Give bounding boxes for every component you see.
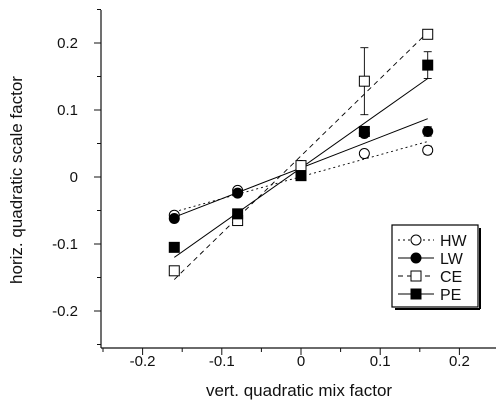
x-tick-label: 0.1 [370, 353, 391, 370]
x-axis-ticks: -0.2 -0.1 0 0.1 0.2 [102, 348, 470, 370]
x-tick-label: 0 [297, 353, 305, 370]
lw-point [422, 125, 434, 137]
ce-point [168, 265, 180, 277]
hw-point [358, 148, 370, 160]
x-tick-label: -0.1 [209, 353, 235, 370]
x-axis-title: vert. quadratic mix factor [206, 381, 392, 400]
ce-point [295, 160, 307, 172]
ce-fit-line [173, 31, 429, 280]
y-tick-label: 0 [70, 169, 78, 186]
pe-point [358, 125, 370, 137]
y-tick-label: -0.2 [52, 303, 78, 320]
legend-label-ce: CE [440, 269, 462, 286]
ce-point [358, 75, 370, 87]
legend-box [391, 224, 479, 308]
lw-point [232, 187, 244, 199]
legend-marker-pe [410, 288, 422, 300]
legend-marker-ce [410, 270, 422, 282]
y-axis-title: horiz. quadratic scale factor [7, 76, 26, 284]
legend-label-lw: LW [440, 251, 464, 268]
lw-point [168, 213, 180, 225]
y-tick-label: -0.1 [52, 236, 78, 253]
pe-point [422, 59, 434, 71]
x-tick-label: 0.2 [449, 353, 470, 370]
legend-label-pe: PE [440, 287, 461, 304]
y-tick-label: 0.2 [57, 35, 78, 52]
y-tick-label: 0.1 [57, 102, 78, 119]
legend-marker-hw [410, 234, 422, 246]
plot-frame [100, 10, 496, 349]
legend-label-hw: HW [440, 233, 468, 250]
pe-point [295, 170, 307, 182]
legend-marker-lw [410, 252, 422, 264]
y-axis-ticks: -0.2 -0.1 0 0.1 0.2 [52, 9, 101, 345]
markers [168, 28, 434, 277]
ce-point [422, 28, 434, 40]
hw-point [422, 144, 434, 156]
pe-point [168, 241, 180, 253]
pe-point [232, 208, 244, 220]
fit-lines [173, 31, 429, 280]
x-tick-label: -0.2 [130, 353, 156, 370]
